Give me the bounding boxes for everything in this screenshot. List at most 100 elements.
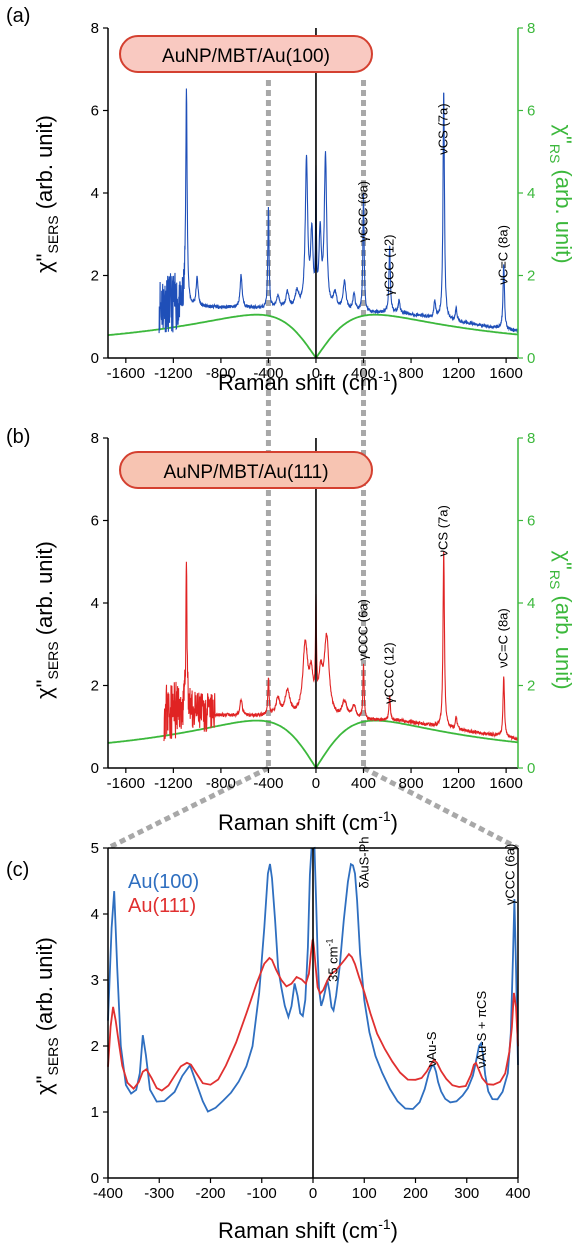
a-y2-tick-label-4: 8 [527, 20, 535, 37]
panel-b-annotations: γCCC (6a) γCCC (12) νCS (7a) νC=C (8a) [356, 505, 511, 704]
b-x-tick-label-2: -800 [206, 775, 236, 792]
b-x-tick-label-8: 1600 [489, 775, 522, 792]
panel-a-annotations: γCCC (6a) γCCC (12) νCS (7a) νC=C (8a) [356, 103, 511, 295]
panel-a-sample-label: AuNP/MBT/Au(100) [162, 46, 330, 67]
b-sers-line [163, 551, 519, 742]
c-x-tick-label-6: 200 [403, 1185, 428, 1202]
panel-c-label: (c) [6, 859, 29, 881]
panel-b-sample-label: AuNP/MBT/Au(111) [163, 462, 328, 483]
panel-c: (c) -400 -300 -200 -100 0 100 200 300 400 0 1 2 3 4 5… [6, 836, 531, 1243]
panel-c-series [107, 846, 519, 1113]
panel-b-pill-bg [119, 451, 373, 489]
c-x-tick-label-5: 100 [352, 1185, 377, 1202]
panel-a-y-ticks: 0 2 4 6 8 [91, 20, 108, 367]
c-y-tick-label-1: 1 [91, 1104, 99, 1121]
a-y-tick-label-1: 2 [91, 268, 99, 285]
b-y2-tick-label-0: 0 [527, 760, 535, 777]
b-x-tick-label-5: 400 [351, 775, 376, 792]
panel-b-x-axis-label: Raman shift (cm-1) [218, 808, 398, 835]
panel-a-y2-axis-label: χ"RS (arb. unit) [547, 124, 576, 263]
panel-a-pill-bg [119, 35, 373, 73]
b-x-tick-label-0: -1600 [107, 775, 145, 792]
panel-b-sers-series [163, 551, 519, 742]
c-x-tick-label-0: -400 [93, 1185, 123, 1202]
a-x-tick-label-1: -1200 [154, 365, 192, 382]
panel-b-y2-axis-label: χ"RS (arb. unit) [547, 550, 576, 689]
panel-b-sample-pill: AuNP/MBT/Au(111) [119, 451, 373, 489]
c-annotation-1: 35 cm-1 [325, 938, 341, 981]
panel-a-sample-pill: AuNP/MBT/Au(100) [119, 35, 373, 73]
c-y-tick-label-0: 0 [91, 1170, 99, 1187]
c-annotation-4: γCCC (6a) [502, 844, 517, 905]
b-y2-tick-label-3: 6 [527, 513, 535, 530]
a-x-tick-label-7: 1200 [442, 365, 475, 382]
a-x-tick-label-3: -400 [253, 365, 283, 382]
panel-c-x-axis-label: Raman shift (cm-1) [218, 1216, 398, 1243]
a-annotation-2: νCS (7a) [436, 103, 451, 154]
panel-c-y-ticks: 0 1 2 3 4 5 [91, 840, 108, 1187]
c-series-line-0 [107, 846, 519, 1113]
panel-c-x-ticks: -400 -300 -200 -100 0 100 200 300 400 [93, 1178, 531, 1202]
b-y-tick-label-0: 0 [91, 760, 99, 777]
a-y2-tick-label-0: 0 [527, 350, 535, 367]
c-y-tick-label-3: 3 [91, 972, 99, 989]
a-y-tick-label-3: 6 [91, 103, 99, 120]
c-x-tick-label-2: -200 [195, 1185, 225, 1202]
panel-a-x-ticks: -1600 -1200 -800 -400 0 400 800 1200 1600 [107, 358, 523, 382]
a-y2-tick-label-1: 2 [527, 268, 535, 285]
c-x-tick-label-8: 400 [505, 1185, 530, 1202]
c-x-tick-label-1: -300 [144, 1185, 174, 1202]
b-annotation-1: γCCC (12) [382, 642, 397, 703]
a-x-tick-label-0: -1600 [107, 365, 145, 382]
a-y2-tick-label-3: 6 [527, 103, 535, 120]
a-y-tick-label-4: 8 [91, 20, 99, 37]
b-x-tick-label-7: 1200 [442, 775, 475, 792]
c-y-tick-label-2: 2 [91, 1038, 99, 1055]
b-y-tick-label-3: 6 [91, 513, 99, 530]
legend-au100: Au(100) [128, 871, 199, 893]
c-y-tick-label-4: 4 [91, 906, 99, 923]
panel-a-y2-ticks: 0 2 4 6 8 [518, 20, 535, 367]
c-x-tick-label-4: 0 [309, 1185, 317, 1202]
c-annotation-sup-1: -1 [325, 938, 335, 946]
b-annotation-3: νC=C (8a) [496, 608, 511, 668]
legend-au111: Au(111) [128, 895, 196, 917]
a-y-tick-label-0: 0 [91, 350, 99, 367]
panel-b-y-ticks: 0 2 4 6 8 [91, 430, 108, 777]
b-x-tick-label-1: -1200 [154, 775, 192, 792]
guide-bc-right [362, 765, 520, 851]
panel-b: (b) -1600 -1200 -800 -400 0 400 800 1200 1600 0 2… [6, 426, 576, 835]
b-annotation-2: νCS (7a) [436, 505, 451, 556]
b-y-tick-label-4: 8 [91, 430, 99, 447]
panel-b-rs-curve [107, 719, 519, 770]
panel-c-axes [107, 847, 519, 1179]
panel-b-y2-ticks: 0 2 4 6 8 [518, 430, 535, 777]
c-annotation-3: νAu-S + πCS [474, 991, 489, 1069]
a-x-tick-label-8: 1600 [489, 365, 522, 382]
panel-b-y-axis-label: χ"SERS (arb. unit) [32, 541, 61, 699]
c-annotation-0: δAuS-Ph [356, 836, 371, 888]
panel-b-x-ticks: -1600 -1200 -800 -400 0 400 800 1200 1600 [107, 768, 523, 792]
c-x-tick-label-3: -100 [247, 1185, 277, 1202]
a-x-tick-label-6: 800 [399, 365, 424, 382]
b-x-tick-label-3: -400 [253, 775, 283, 792]
b-rs-line [107, 719, 519, 770]
panel-c-annotations: δAuS-Ph 35 cm-1 νAu-S νAu-S + πCS γCCC (6a) [325, 836, 518, 1068]
panel-c-y-axis-label: χ"SERS (arb. unit) [32, 937, 61, 1095]
b-annotation-0: γCCC (6a) [356, 599, 371, 660]
a-x-tick-label-2: -800 [206, 365, 236, 382]
c-annotation-2: νAu-S [424, 1031, 439, 1067]
b-x-tick-label-4: 0 [312, 775, 320, 792]
b-y-tick-label-2: 4 [91, 595, 99, 612]
c-y-tick-label-5: 5 [91, 840, 99, 857]
panel-a-x-axis-label: Raman shift (cm-1) [218, 368, 398, 395]
b-y2-tick-label-4: 8 [527, 430, 535, 447]
panel-a: (a) -1600 -1200 -800 -400 0 400 800 1200 1600 0 2… [6, 5, 576, 395]
b-y2-tick-label-2: 4 [527, 595, 535, 612]
c-x-tick-label-7: 300 [454, 1185, 479, 1202]
a-annotation-1: γCCC (12) [382, 234, 397, 295]
a-annotation-0: γCCC (6a) [356, 181, 371, 242]
a-sers-line [158, 88, 519, 334]
